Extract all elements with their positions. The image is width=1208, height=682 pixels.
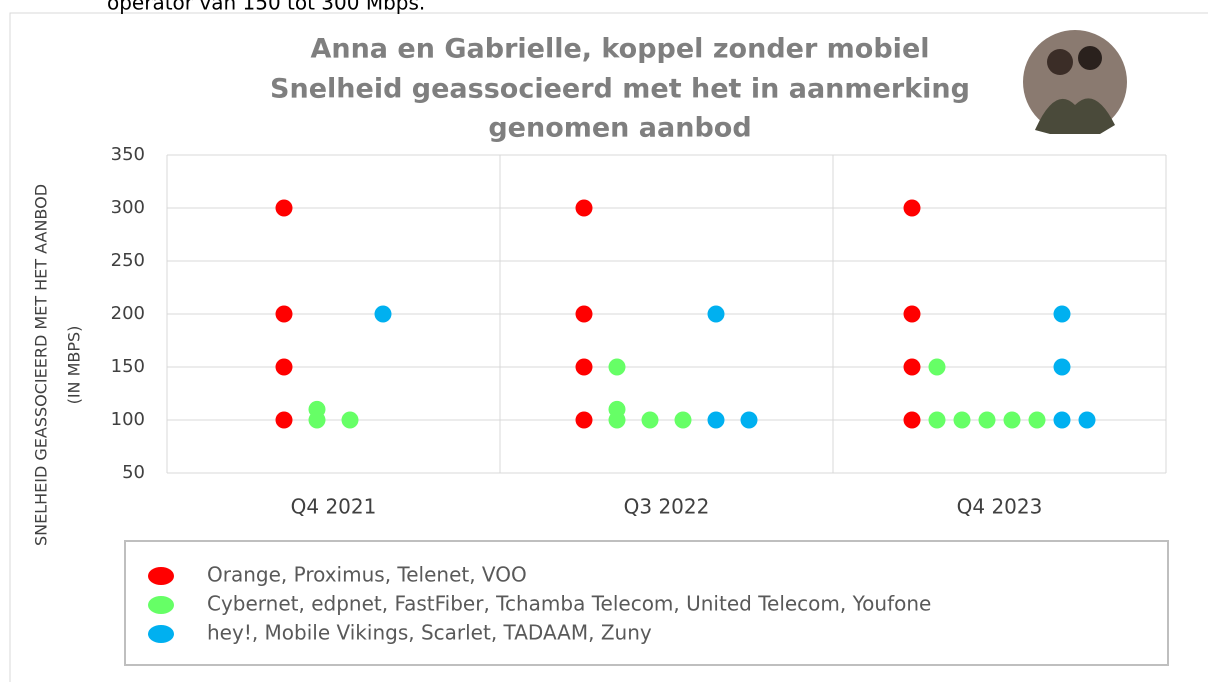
dot [576,306,593,323]
y-axis-label: SNELHEID GEASSOCIEERD MET HET AANBOD [32,184,51,546]
legend-marker [148,625,174,643]
y-tick-label: 100 [111,409,145,430]
dot [675,412,692,429]
dot [1079,412,1096,429]
legend-marker [148,567,174,585]
dot [276,412,293,429]
y-tick-label: 50 [122,462,145,483]
dot [642,412,659,429]
dot [979,412,996,429]
dot [1054,359,1071,376]
chart: operator van 150 tot 300 Mbps. Anna en G… [0,0,1208,682]
dot [576,359,593,376]
photo [1023,30,1127,134]
y-tick-label: 350 [111,144,145,165]
dot [576,412,593,429]
dot [929,412,946,429]
y-tick-label: 300 [111,197,145,218]
legend-label: Cybernet, edpnet, FastFiber, Tchamba Tel… [207,592,931,616]
dot [904,306,921,323]
y-tick-label: 200 [111,303,145,324]
dot [609,359,626,376]
dot [342,412,359,429]
dot [276,200,293,217]
dot [309,412,326,429]
chart-title: Snelheid geassocieerd met het in aanmerk… [270,74,970,105]
chart-title: Anna en Gabrielle, koppel zonder mobiel [310,34,929,65]
dot [741,412,758,429]
dot [1054,412,1071,429]
y-tick-label: 150 [111,356,145,377]
dot [904,359,921,376]
dot [1029,412,1046,429]
legend-label: hey!, Mobile Vikings, Scarlet, TADAAM, Z… [207,621,652,645]
dot [1054,306,1071,323]
dot [708,412,725,429]
dot [708,306,725,323]
legend-label: Orange, Proximus, Telenet, VOO [207,563,527,587]
dot [375,306,392,323]
dot [954,412,971,429]
x-tick-label: Q3 2022 [624,495,710,519]
chart-title: genomen aanbod [488,113,751,144]
dot [276,306,293,323]
header-text: operator van 150 tot 300 Mbps. [107,0,425,15]
dot [1004,412,1021,429]
y-tick-label: 250 [111,250,145,271]
legend-marker [148,596,174,614]
dot [904,412,921,429]
dot [276,359,293,376]
x-tick-label: Q4 2023 [957,495,1043,519]
dot [904,200,921,217]
dot [576,200,593,217]
x-tick-label: Q4 2021 [291,495,377,519]
dot [609,412,626,429]
dot [929,359,946,376]
y-axis-label: (IN MBPS) [65,326,84,405]
